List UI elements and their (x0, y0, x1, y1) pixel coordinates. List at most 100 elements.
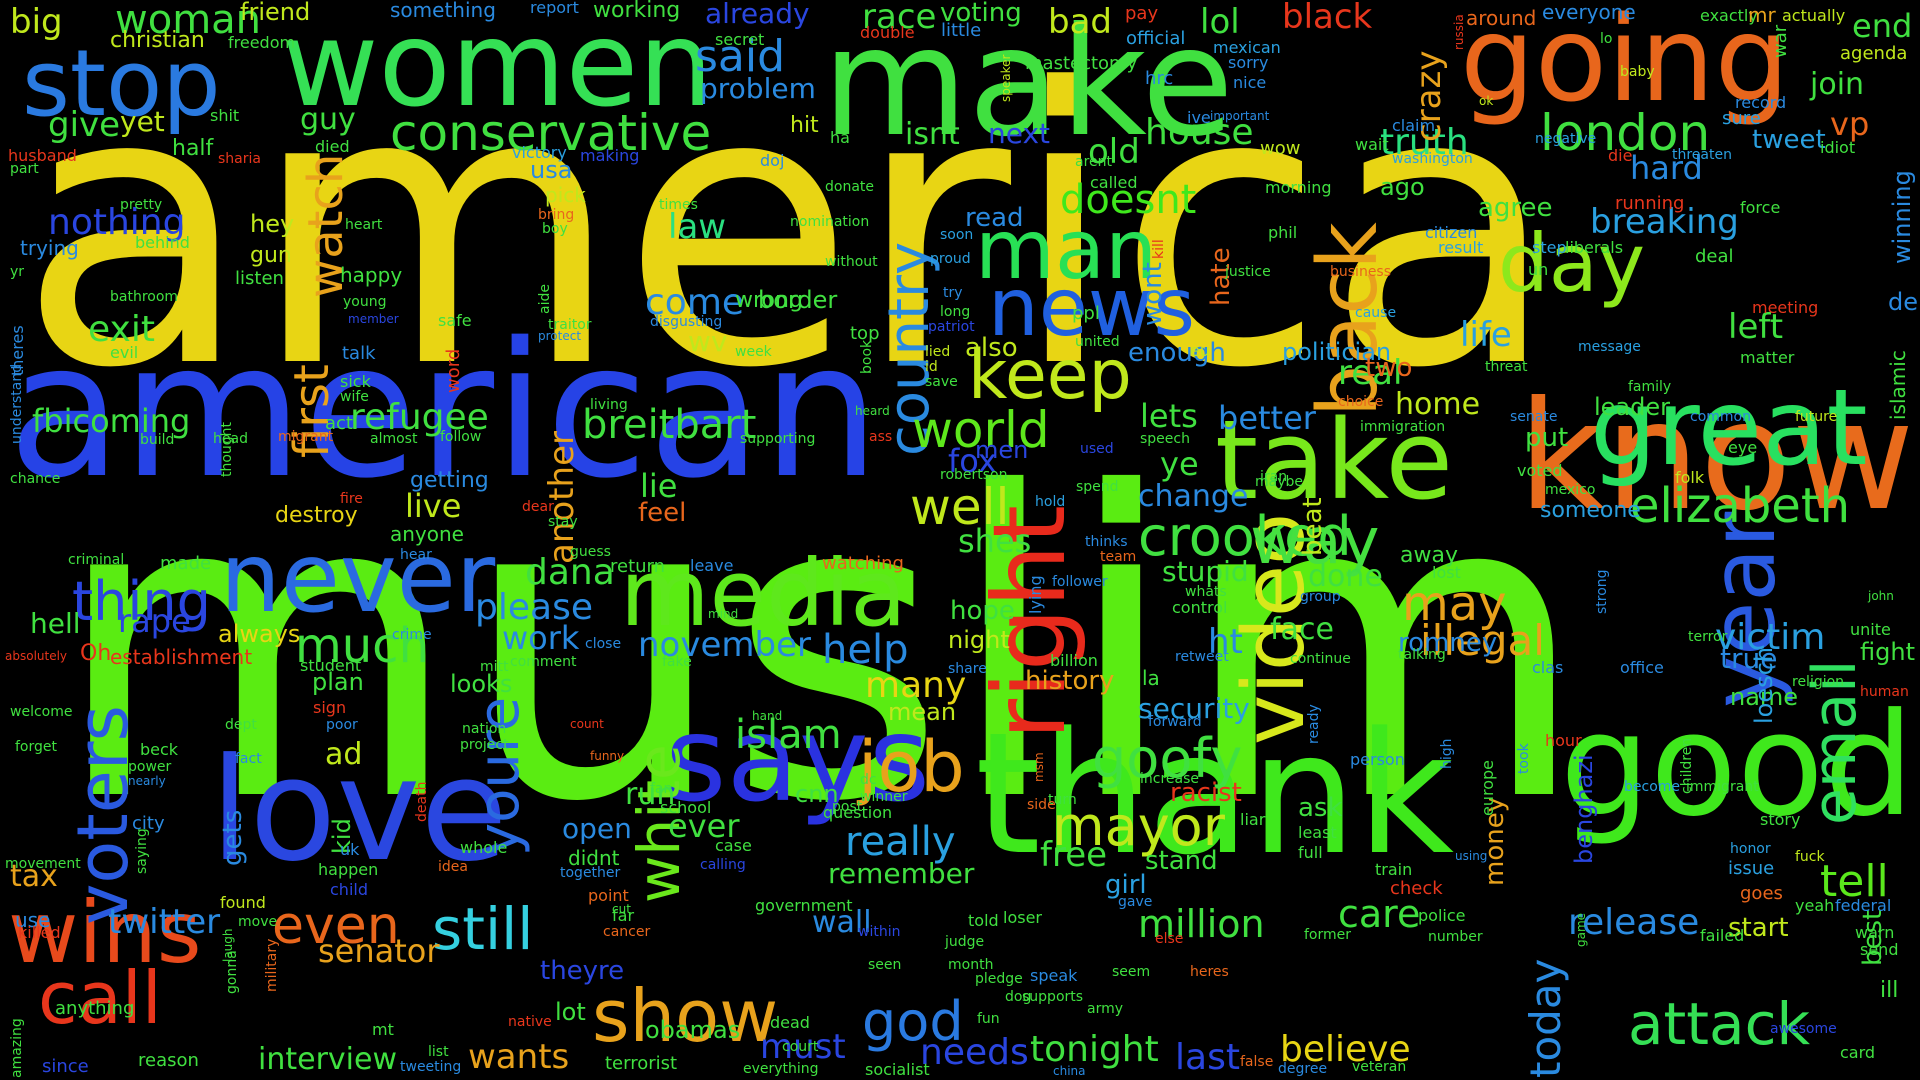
cloud-word: month (948, 957, 994, 973)
cloud-word: senate (1510, 409, 1558, 425)
cloud-word: judge (945, 934, 985, 950)
cloud-word: loser (1003, 908, 1042, 927)
cloud-word: john (1868, 589, 1894, 603)
cloud-word: side (1027, 797, 1056, 813)
cloud-word: religion (1792, 674, 1845, 690)
cloud-word: government (755, 896, 853, 915)
cloud-word: mexico (1545, 482, 1596, 498)
cloud-word: life (1460, 315, 1512, 355)
cloud-word: act (325, 413, 353, 434)
cloud-word: islam (735, 712, 842, 758)
cloud-word: mean (888, 698, 957, 726)
cloud-word: message (1578, 339, 1641, 355)
cloud-word: share (948, 661, 987, 677)
cloud-word: heart (345, 217, 383, 233)
cloud-word: america (18, 8, 1559, 451)
cloud-word: la (1142, 666, 1160, 690)
cloud-word: death (414, 781, 430, 822)
cloud-word: anyone (390, 522, 464, 546)
cloud-word: enough (1128, 338, 1226, 368)
cloud-word: goofy (1092, 727, 1243, 790)
cloud-word: home (1395, 387, 1481, 422)
cloud-word: god (862, 990, 964, 1053)
cloud-word: know (1518, 370, 1915, 544)
cloud-word: veteran (1352, 1059, 1407, 1075)
cloud-word: id (925, 359, 938, 375)
cloud-word: agree (1478, 193, 1553, 223)
cloud-word: attack (1628, 990, 1811, 1058)
cloud-word: breaking (1590, 202, 1739, 242)
cloud-word: case (715, 836, 752, 855)
cloud-word: dana (525, 552, 615, 593)
cloud-word: man (975, 203, 1158, 298)
cloud-word: ass (869, 429, 893, 445)
cloud-word: usa (530, 156, 573, 184)
cloud-word: wants (468, 1037, 570, 1077)
cloud-word: read (965, 203, 1024, 233)
cloud-word: beck (140, 740, 179, 759)
cloud-word: citizen (1425, 223, 1478, 242)
cloud-word: join (1810, 67, 1865, 102)
cloud-word: love (210, 728, 508, 893)
cloud-word: protect (538, 329, 582, 343)
cloud-word: good (1560, 683, 1915, 848)
cloud-word: interview (258, 1042, 397, 1077)
cloud-word: wrong (735, 288, 803, 313)
cloud-word: destroy (275, 503, 358, 528)
cloud-word: help (822, 627, 909, 673)
cloud-word: law (668, 207, 727, 247)
cloud-word: stand (1145, 846, 1218, 876)
cloud-word: romney (1398, 628, 1498, 658)
cloud-word: business (1330, 264, 1392, 280)
cloud-word: forget (15, 739, 57, 755)
cloud-word: week (735, 344, 772, 360)
cloud-word: looks (450, 670, 513, 698)
cloud-word: ask (1298, 793, 1343, 823)
cloud-word: live (405, 487, 462, 525)
cloud-word: ready (1306, 704, 1322, 744)
cloud-word: cause (1355, 305, 1397, 321)
cloud-word: point (588, 886, 629, 905)
cloud-word: using (1455, 849, 1488, 863)
cloud-word: speech (1140, 431, 1190, 447)
cloud-word: wins (8, 883, 202, 983)
cloud-word: isnt (905, 117, 960, 152)
cloud-word: release (1568, 902, 1700, 943)
cloud-word: liar (1240, 810, 1266, 829)
cloud-word: nation (462, 721, 507, 737)
cloud-word: human (1860, 684, 1909, 700)
cloud-word: army (1087, 1001, 1124, 1017)
cloud-word: pick (545, 183, 586, 207)
cloud-word: tweeting (400, 1059, 462, 1075)
cloud-word: try (943, 285, 963, 301)
cloud-word: two (1365, 353, 1413, 383)
cloud-word: eye (1728, 438, 1758, 457)
cloud-word: head (213, 431, 248, 447)
cloud-word: ad (325, 737, 363, 772)
cloud-word: arent (1075, 154, 1113, 170)
cloud-word: yeah (1795, 896, 1835, 915)
cloud-word: send (1860, 940, 1899, 959)
cloud-word: ok (1479, 94, 1494, 108)
cloud-word: ago (1380, 173, 1425, 201)
cloud-word: force (1740, 198, 1781, 217)
cloud-word: feel (638, 498, 687, 528)
cloud-word: called (1090, 173, 1138, 192)
cloud-word: bring (538, 207, 575, 223)
cloud-word: word (443, 348, 464, 393)
cloud-word: pretty (120, 197, 163, 213)
cloud-word: hit (790, 113, 819, 138)
cloud-word: used (1080, 441, 1114, 457)
cloud-word: nearly (128, 774, 166, 788)
cloud-word: use (15, 908, 51, 932)
cloud-word: team (1100, 549, 1137, 565)
cloud-word: men (975, 436, 1029, 464)
cloud-word: watching (822, 553, 904, 574)
cloud-word: bad (1048, 2, 1112, 42)
cloud-word: dead (770, 1013, 810, 1032)
cloud-word: racist (1170, 778, 1242, 808)
cloud-word: record (1735, 93, 1787, 112)
cloud-word: freedom (228, 33, 296, 52)
cloud-word: member (348, 312, 399, 326)
cloud-word: understand (9, 363, 25, 444)
